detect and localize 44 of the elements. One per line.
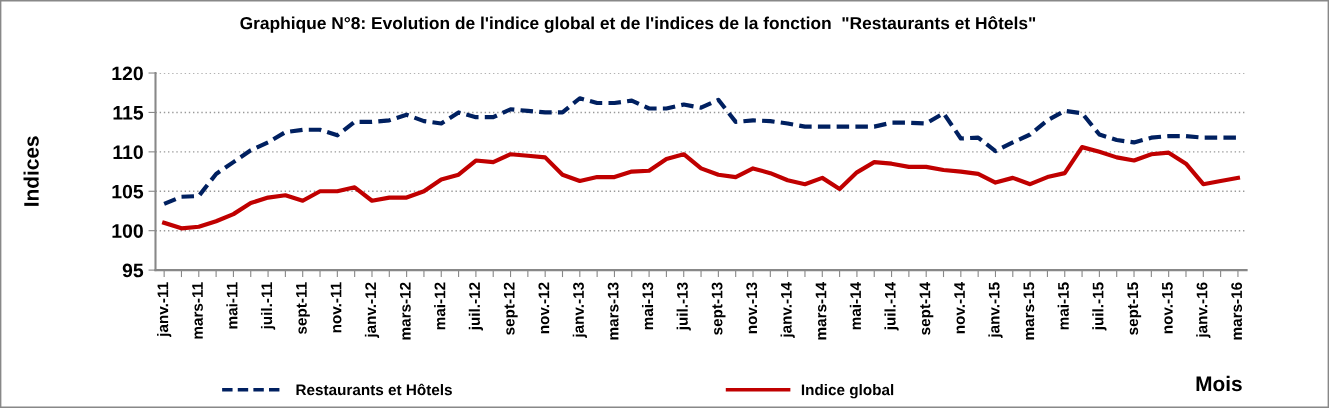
chart-title: Graphique N°8: Evolution de l'indice global et de l'indices de la fonction "Restaurants et Hôtels" bbox=[240, 16, 1036, 33]
x-tick-label: mai-15 bbox=[1057, 282, 1069, 330]
x-tick-label: mai-11 bbox=[226, 282, 238, 329]
x-tick-label: mars-11 bbox=[192, 282, 203, 339]
x-tick-label: janv.-11 bbox=[157, 282, 172, 338]
x-tick-label: mars-13 bbox=[607, 282, 619, 340]
x-tick-label: mars-14 bbox=[815, 281, 827, 340]
x-tick-label: mars-16 bbox=[1231, 282, 1243, 340]
y-tick-label: 100 bbox=[112, 224, 143, 238]
x-tick-label: sept-15 bbox=[1127, 282, 1142, 335]
x-tick-label: juil.-13 bbox=[676, 282, 691, 331]
x-tick-label: juil.-12 bbox=[468, 282, 484, 331]
x-tick-label: sept-13 bbox=[711, 282, 726, 335]
legend-label: Indice global bbox=[801, 384, 894, 399]
x-tick-label: sept-14 bbox=[919, 281, 934, 335]
x-tick-label: mai-12 bbox=[434, 282, 446, 330]
x-tick-label: janv.-15 bbox=[988, 282, 1003, 338]
x-tick-label: juil.-15 bbox=[1092, 282, 1107, 331]
x-tick-label: juil.-14 bbox=[884, 281, 899, 331]
x-tick-label: janv.-12 bbox=[364, 282, 380, 338]
x-axis-title: Mois bbox=[1196, 375, 1242, 392]
x-tick-label: mars-15 bbox=[1023, 282, 1035, 340]
y-tick-label: 110 bbox=[113, 145, 143, 160]
y-tick-label: 105 bbox=[112, 184, 144, 199]
x-tick-label: juil.-11 bbox=[260, 282, 276, 330]
line-series bbox=[162, 145, 1241, 231]
x-tick-label: nov.-11 bbox=[330, 282, 342, 333]
y-tick-label: 115 bbox=[113, 106, 144, 120]
x-tick-label: mai-14 bbox=[849, 281, 862, 330]
x-tick-label: nov.-14 bbox=[954, 281, 965, 334]
x-tick-label: mai-13 bbox=[641, 282, 654, 330]
x-tick-label: janv.-16 bbox=[1196, 282, 1211, 338]
x-tick-label: mars-12 bbox=[399, 282, 411, 340]
y-tick-label: 120 bbox=[112, 66, 143, 81]
x-tick-label: sept-12 bbox=[503, 282, 518, 335]
x-tick-label: sept-11 bbox=[296, 282, 310, 335]
x-tick-label: nov.-13 bbox=[746, 282, 758, 334]
y-tick-label: 95 bbox=[122, 263, 144, 278]
legend-label: Restaurants et Hôtels bbox=[296, 383, 452, 396]
x-tick-label: nov.-12 bbox=[538, 282, 550, 334]
x-tick-label: janv.-13 bbox=[572, 282, 587, 338]
x-tick-label: nov.-15 bbox=[1162, 282, 1173, 334]
x-tick-label: janv.-14 bbox=[780, 281, 795, 338]
y-axis-title: Indices bbox=[23, 136, 39, 206]
